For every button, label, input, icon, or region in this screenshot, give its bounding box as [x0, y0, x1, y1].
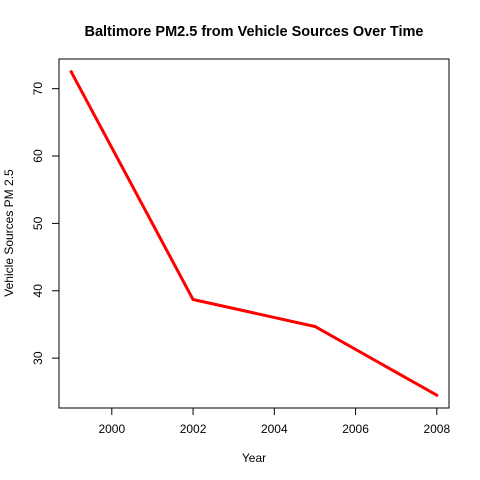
y-axis-label: Vehicle Sources PM 2.5: [2, 169, 16, 297]
data-point: [435, 393, 439, 397]
y-tick-label: 40: [31, 284, 45, 298]
x-tick-label: 2002: [180, 422, 207, 436]
x-axis-label: Year: [242, 451, 266, 465]
chart-title: Baltimore PM2.5 from Vehicle Sources Ove…: [84, 24, 423, 40]
x-tick-label: 2000: [98, 422, 125, 436]
series-line-segment: [69, 70, 195, 302]
y-tick-label: 70: [31, 82, 45, 96]
y-tick-label: 50: [31, 216, 45, 230]
series-line-segment: [191, 298, 317, 328]
x-tick-label: 2008: [423, 422, 450, 436]
y-tick-label: 30: [31, 351, 45, 365]
data-point: [313, 324, 317, 328]
series-line-segment: [313, 324, 439, 397]
plot-area-frame: [58, 58, 450, 409]
data-point: [191, 298, 195, 302]
x-tick-label: 2004: [261, 422, 288, 436]
x-tick-label: 2006: [342, 422, 369, 436]
data-point: [69, 70, 73, 74]
y-tick-label: 60: [31, 149, 45, 163]
series-layer: [69, 70, 439, 397]
y-axis: 30 40 50 60 70: [31, 82, 60, 365]
x-axis: 2000 2002 2004 2006 2008: [98, 407, 450, 436]
